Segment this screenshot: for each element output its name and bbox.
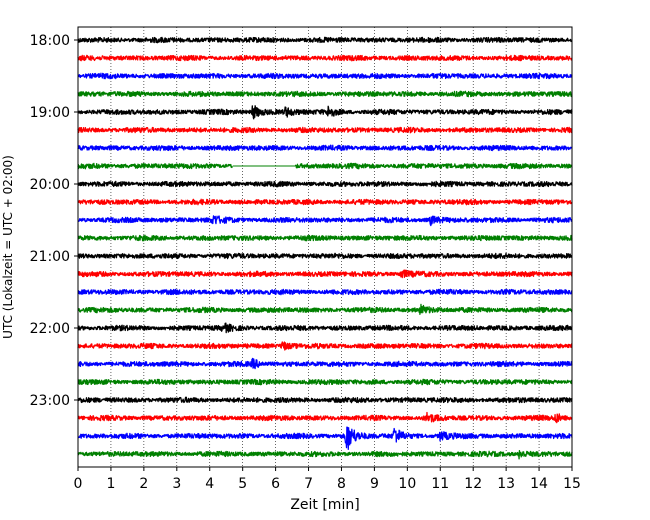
trace-line (77, 54, 573, 62)
x-tick-label: 8 (337, 476, 346, 492)
y-tick-label: 23:00 (30, 393, 70, 409)
x-tick-label: 15 (563, 476, 581, 492)
trace-line (77, 72, 573, 80)
trace-line (77, 234, 573, 242)
x-tick-label: 3 (172, 476, 181, 492)
y-tick-label: 18:00 (30, 33, 70, 49)
trace-line (77, 144, 573, 152)
trace-line (77, 215, 573, 227)
x-tick-label: 1 (106, 476, 115, 492)
trace-line (77, 126, 573, 134)
trace-line (77, 322, 573, 334)
x-tick-label: 14 (530, 476, 548, 492)
trace-line (77, 105, 573, 120)
trace-line (77, 269, 573, 279)
trace-line (77, 90, 573, 98)
x-axis-label: Zeit [min] (290, 497, 359, 513)
x-tick-label: 5 (238, 476, 247, 492)
trace-line (77, 378, 573, 386)
trace-line (77, 288, 573, 296)
trace-line (77, 303, 573, 316)
plot-frame (77, 26, 573, 468)
x-tick-label: 6 (271, 476, 280, 492)
trace-line (77, 411, 573, 424)
y-tick-label: 20:00 (30, 177, 70, 193)
x-tick-label: 9 (370, 476, 379, 492)
trace-line (77, 341, 573, 351)
x-tick-label: 0 (74, 476, 83, 492)
vertical-grid (110, 27, 540, 467)
y-tick-label: 21:00 (30, 249, 70, 265)
y-tick-label: 22:00 (30, 321, 70, 337)
trace-line (77, 198, 573, 206)
trace-line (77, 252, 573, 260)
y-tick-label: 19:00 (30, 105, 70, 121)
trace-line (77, 396, 573, 404)
trace-line (77, 162, 573, 170)
trace-line (77, 426, 573, 450)
x-tick-label: 7 (304, 476, 313, 492)
x-tick-label: 10 (398, 476, 416, 492)
y-axis-label: UTC (Lokalzeit = UTC + 02:00) (1, 155, 15, 339)
trace-line (77, 449, 573, 460)
x-tick-label: 13 (497, 476, 515, 492)
x-tick-label: 12 (464, 476, 482, 492)
x-axis-ticks: 0 1 2 3 4 5 6 7 8 9 10 11 12 13 14 15 (74, 467, 581, 492)
y-axis-ticks: 18:00 19:00 20:00 21:00 22:00 23:00 (30, 33, 78, 409)
trace-line (77, 36, 573, 44)
x-tick-label: 2 (139, 476, 148, 492)
trace-line (77, 357, 573, 370)
seismic-traces (77, 36, 573, 460)
x-tick-label: 4 (205, 476, 214, 492)
trace-line (77, 180, 573, 188)
x-tick-label: 11 (431, 476, 449, 492)
